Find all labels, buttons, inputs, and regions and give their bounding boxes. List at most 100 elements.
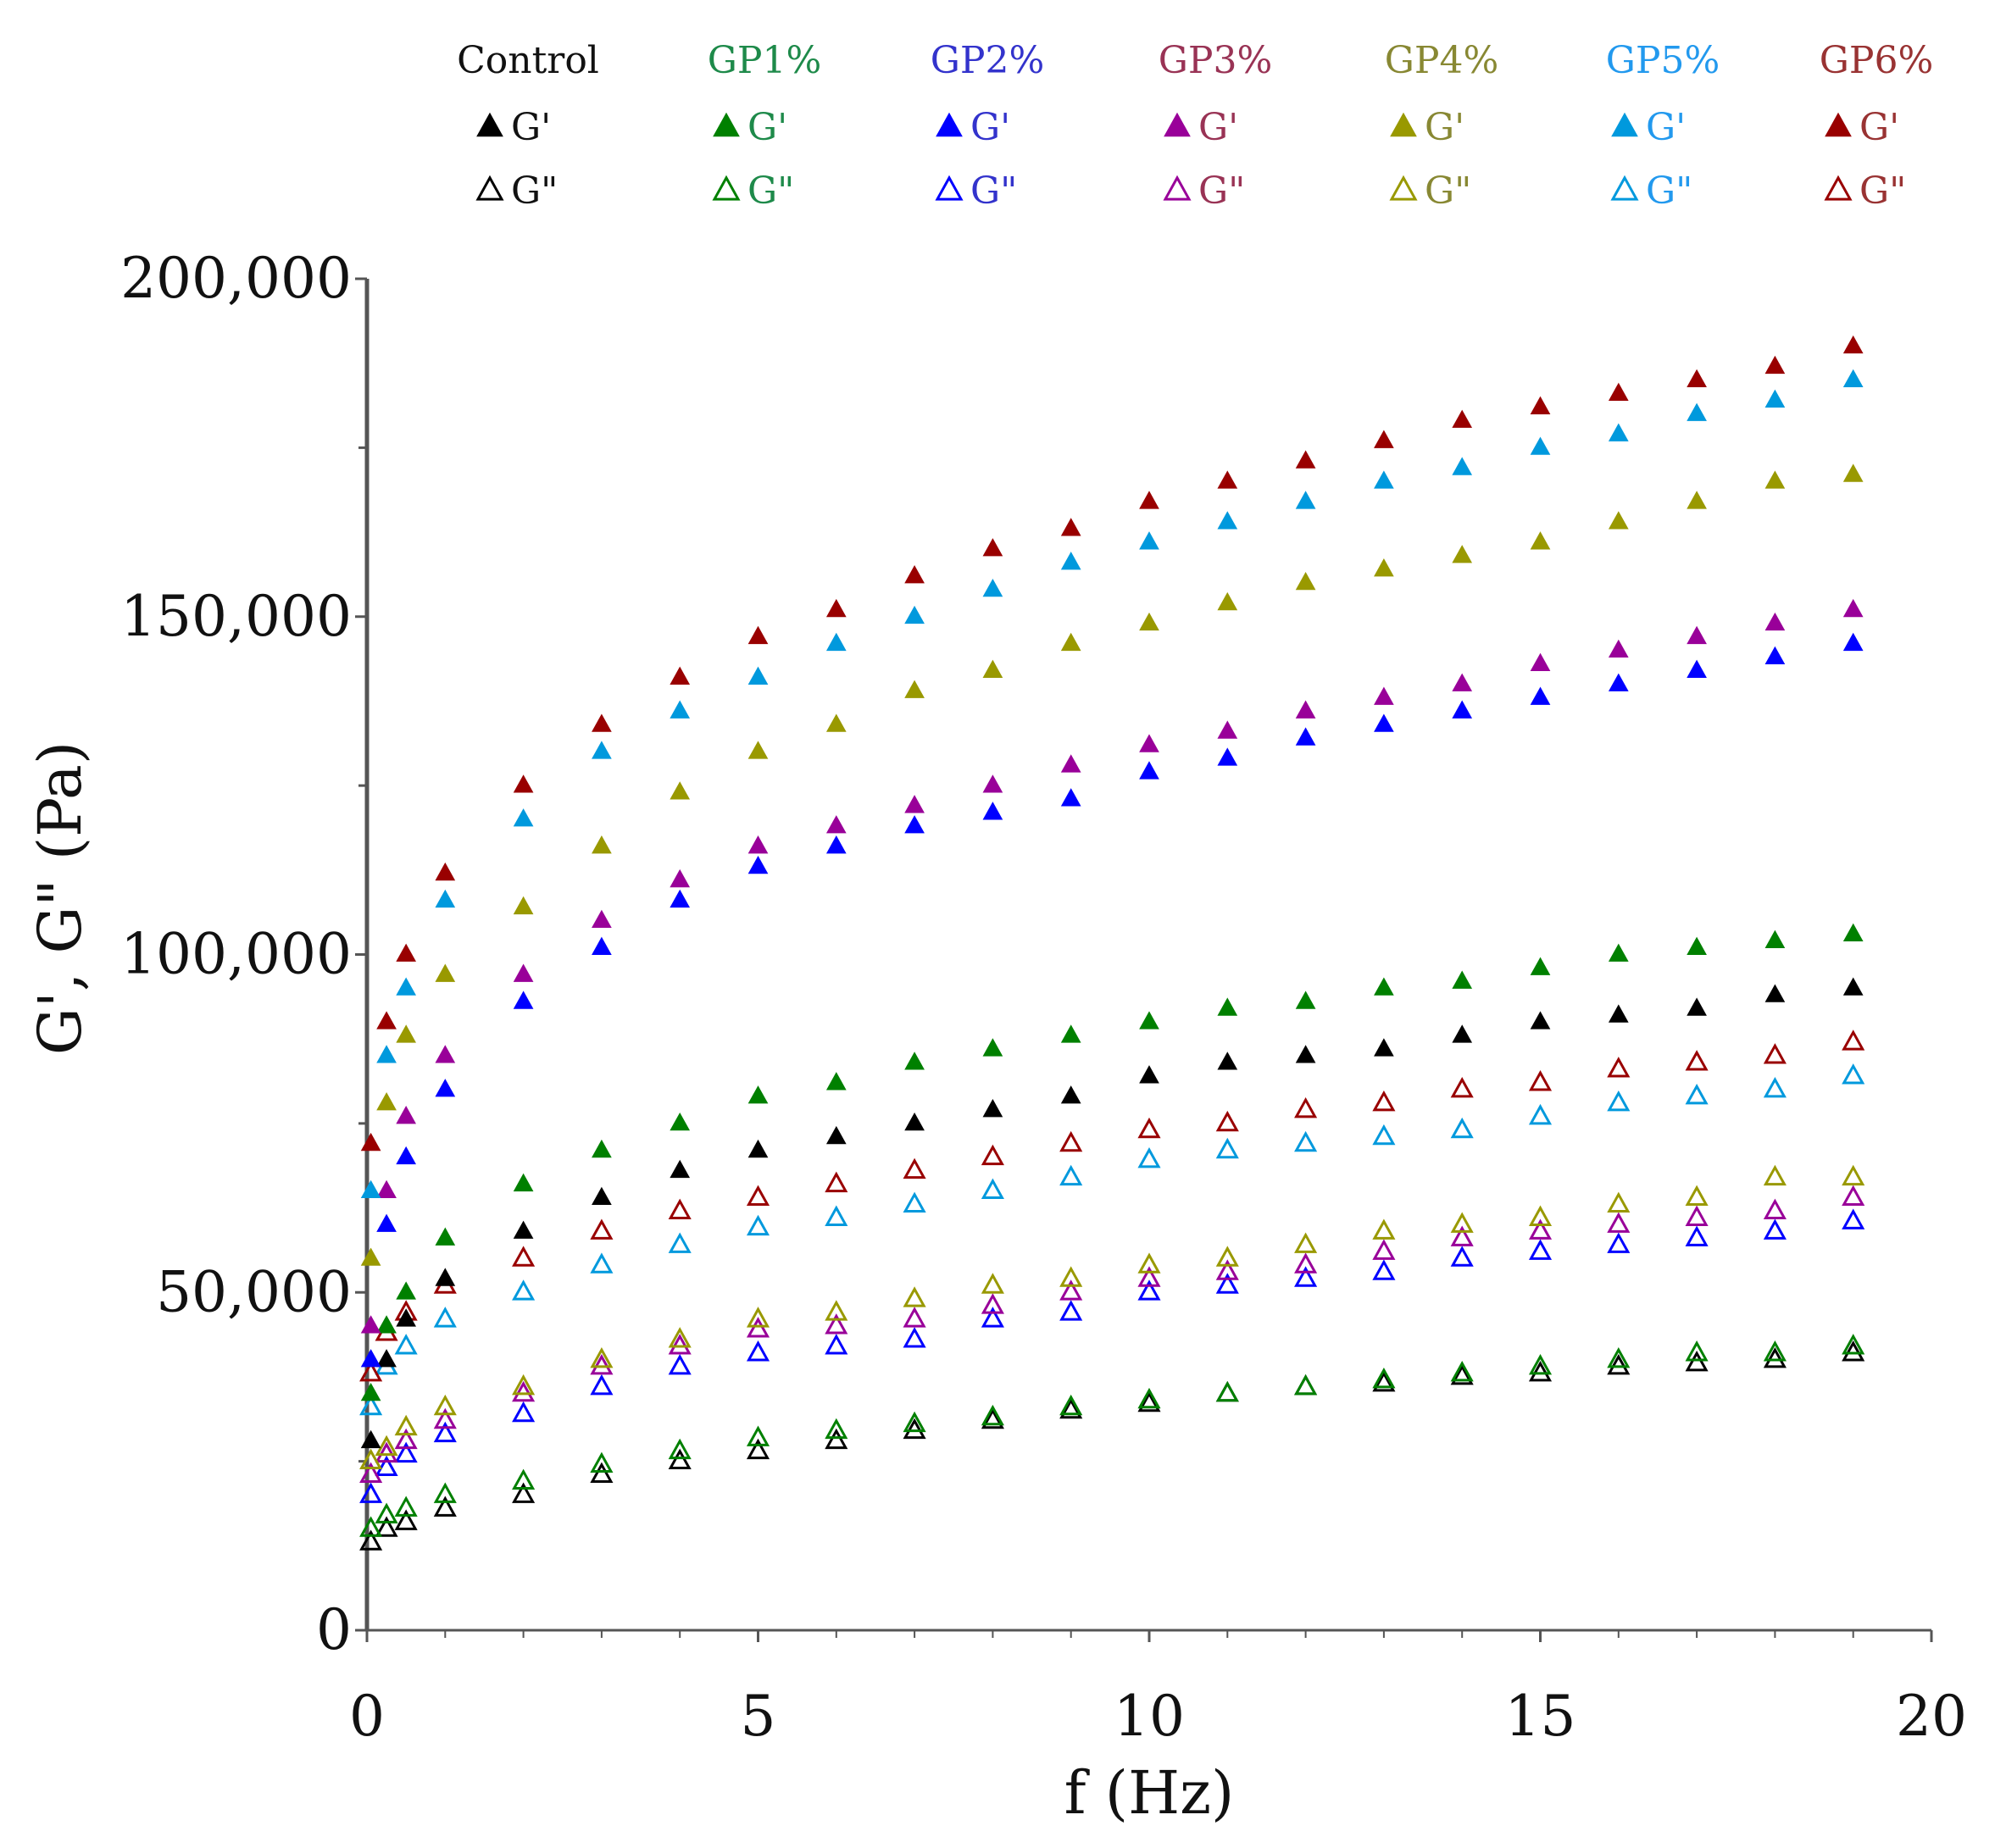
point-gp5pct-g1 [1530, 436, 1551, 455]
point-control-g1 [1060, 1085, 1081, 1104]
x-axis-title: f (Hz) [1064, 1758, 1235, 1828]
x-tick-label: 0 [349, 1684, 385, 1749]
point-gp3pct-g2 [668, 1334, 692, 1355]
point-gp2pct-g2 [375, 1455, 398, 1477]
point-control-g1 [825, 1125, 847, 1145]
point-gp5pct-g2 [668, 1232, 692, 1253]
point-gp4pct-g1 [982, 659, 1003, 678]
point-gp1pct-g2 [1059, 1394, 1083, 1416]
point-gp6pct-g2 [1059, 1130, 1083, 1152]
point-gp3pct-g1 [747, 835, 769, 854]
series-gp2pct-g2 [359, 1208, 1865, 1503]
point-gp1pct-g2 [359, 1516, 383, 1537]
point-gp4pct-g2 [746, 1307, 770, 1328]
point-gp3pct-g2 [903, 1307, 926, 1328]
point-gp4pct-g2 [825, 1300, 848, 1321]
series-gp6pct-g1 [360, 335, 1864, 1152]
y-axis-title: G', G" (Pa) [25, 741, 95, 1055]
series-gp4pct-g1 [360, 463, 1864, 1266]
legend-group-name: GP1% [708, 39, 822, 82]
point-gp4pct-g2 [1685, 1185, 1709, 1207]
point-gp2pct-g1 [1295, 727, 1316, 746]
point-gp1pct-g2 [512, 1468, 536, 1490]
point-gp6pct-g1 [592, 713, 612, 732]
point-gp3pct-g2 [1528, 1218, 1553, 1240]
series-gp4pct-g2 [359, 1164, 1865, 1470]
point-control-g2 [746, 1438, 770, 1460]
point-gp2pct-g2 [1685, 1225, 1709, 1246]
point-gp3pct-g1 [982, 774, 1003, 793]
legend-g2-label: G" [747, 169, 794, 213]
point-gp3pct-g1 [1060, 754, 1081, 773]
point-gp3pct-g2 [1059, 1279, 1083, 1301]
point-control-g2 [590, 1462, 614, 1483]
point-gp2pct-g1 [1060, 788, 1081, 807]
point-gp4pct-g2 [1528, 1205, 1553, 1226]
point-control-g1 [1452, 1024, 1473, 1043]
point-gp2pct-g2 [1528, 1239, 1553, 1260]
point-gp4pct-g2 [359, 1448, 383, 1470]
point-gp1pct-g1 [982, 1038, 1003, 1057]
point-gp6pct-g2 [1842, 1029, 1865, 1051]
point-gp5pct-g2 [746, 1214, 770, 1236]
point-gp1pct-g2 [1763, 1340, 1787, 1362]
y-tick-label: 150,000 [120, 584, 352, 649]
point-gp1pct-g1 [1842, 923, 1864, 941]
point-gp3pct-g2 [1763, 1198, 1787, 1219]
point-gp1pct-g1 [747, 1085, 769, 1104]
legend-group-name: GP5% [1606, 39, 1720, 82]
point-gp4pct-g2 [1372, 1218, 1396, 1240]
point-control-g2 [1059, 1397, 1083, 1419]
point-gp2pct-g1 [904, 815, 925, 834]
point-gp4pct-g1 [396, 1024, 416, 1043]
point-control-g2 [903, 1418, 926, 1440]
legend-g2-label: G" [1425, 169, 1471, 213]
point-gp6pct-g2 [359, 1360, 383, 1382]
legend-group-name: GP3% [1159, 39, 1273, 82]
y-tick-label: 200,000 [120, 246, 352, 311]
legend-group-name: GP4% [1385, 39, 1499, 82]
point-gp2pct-g1 [1608, 673, 1629, 691]
point-gp4pct-g2 [1215, 1246, 1239, 1267]
point-gp1pct-g2 [375, 1502, 398, 1523]
point-gp2pct-g2 [746, 1340, 770, 1362]
point-gp2pct-g1 [1764, 646, 1786, 665]
point-control-g1 [1374, 1038, 1394, 1057]
point-gp2pct-g2 [359, 1482, 383, 1503]
point-gp2pct-g2 [1763, 1218, 1787, 1240]
y-tick-label: 100,000 [120, 922, 352, 987]
point-gp3pct-g2 [1215, 1259, 1239, 1280]
point-gp4pct-g1 [1295, 571, 1316, 591]
point-gp4pct-g1 [513, 896, 534, 915]
point-gp5pct-g1 [396, 977, 416, 996]
point-gp1pct-g2 [825, 1418, 848, 1440]
point-gp5pct-g1 [1295, 491, 1316, 509]
series-control-g2 [359, 1340, 1865, 1551]
point-gp6pct-g2 [512, 1246, 536, 1267]
point-gp5pct-g2 [394, 1334, 418, 1355]
series-gp5pct-g2 [359, 1063, 1865, 1416]
point-gp3pct-g2 [359, 1462, 383, 1483]
legend-marker-g2 [1824, 175, 1853, 201]
point-gp6pct-g2 [825, 1171, 848, 1193]
ticks: 0 50,000 100,000 150,000 200,000 0 5 10 15 20 [120, 246, 1967, 1749]
point-gp2pct-g2 [1294, 1266, 1318, 1287]
point-gp5pct-g2 [1215, 1137, 1239, 1159]
x-tick-label: 20 [1896, 1684, 1967, 1749]
point-gp1pct-g2 [1294, 1374, 1318, 1396]
point-gp1pct-g2 [903, 1411, 926, 1433]
point-gp6pct-g1 [1608, 382, 1629, 401]
series-gp6pct-g2 [359, 1029, 1865, 1382]
point-gp1pct-g2 [1137, 1387, 1161, 1409]
point-gp2pct-g2 [590, 1374, 614, 1396]
point-gp3pct-g2 [746, 1317, 770, 1338]
point-gp1pct-g2 [1842, 1334, 1865, 1355]
x-tick-label: 5 [741, 1684, 776, 1749]
legend-group-name: GP6% [1820, 39, 1934, 82]
point-gp2pct-g2 [394, 1441, 418, 1463]
point-gp3pct-g2 [512, 1380, 536, 1402]
point-gp4pct-g1 [1060, 632, 1081, 652]
point-gp3pct-g2 [1842, 1185, 1865, 1207]
legend: ControlG'G"GP1%G'G"GP2%G'G"GP3%G'G"GP4%G… [457, 39, 1933, 213]
point-gp5pct-g1 [747, 666, 769, 685]
